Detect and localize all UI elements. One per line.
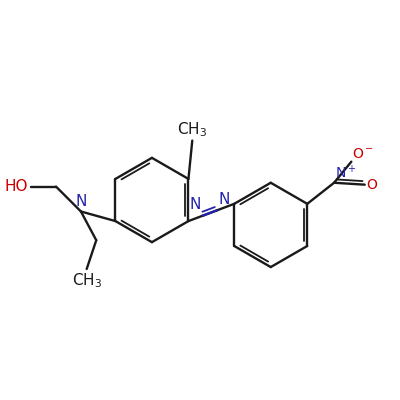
Text: N: N (75, 194, 87, 209)
Text: N: N (190, 198, 201, 212)
Text: N: N (219, 192, 230, 207)
Text: HO: HO (4, 179, 28, 194)
Text: CH$_3$: CH$_3$ (177, 120, 207, 139)
Text: O$^-$: O$^-$ (352, 146, 374, 160)
Text: CH$_3$: CH$_3$ (72, 272, 102, 290)
Text: N$^+$: N$^+$ (335, 164, 357, 182)
Text: O: O (367, 178, 378, 192)
